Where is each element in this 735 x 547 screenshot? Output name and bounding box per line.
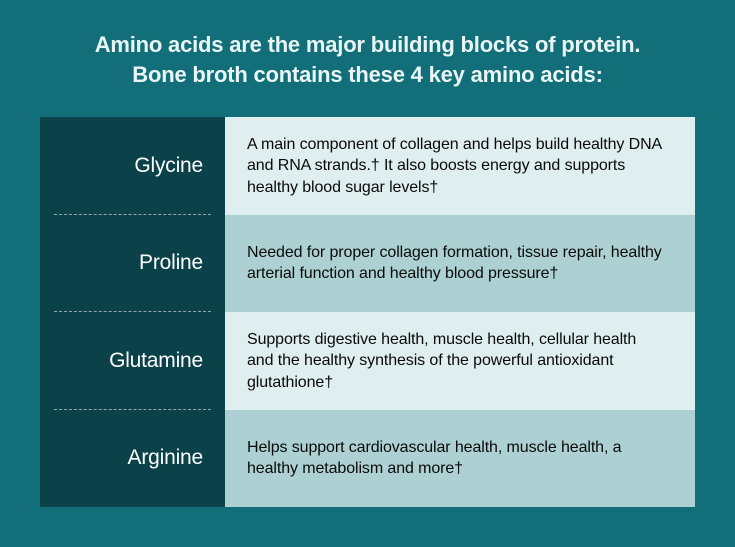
heading-line-2: Bone broth contains these 4 key amino ac… [132, 62, 602, 87]
row-desc-arginine: Helps support cardiovascular health, mus… [225, 410, 695, 507]
description-column: A main component of collagen and helps b… [225, 117, 695, 507]
row-label-glutamine: Glutamine [40, 312, 225, 409]
row-desc-proline: Needed for proper collagen formation, ti… [225, 215, 695, 312]
infographic-container: Amino acids are the major building block… [0, 0, 735, 547]
row-desc-glycine: A main component of collagen and helps b… [225, 117, 695, 214]
heading: Amino acids are the major building block… [60, 30, 675, 89]
row-desc-glutamine: Supports digestive health, muscle health… [225, 312, 695, 409]
heading-line-1: Amino acids are the major building block… [95, 32, 641, 57]
row-label-arginine: Arginine [40, 410, 225, 507]
row-label-glycine: Glycine [40, 117, 225, 214]
amino-acid-table: Glycine Proline Glutamine Arginine A mai… [40, 117, 695, 507]
row-label-proline: Proline [40, 215, 225, 312]
label-column: Glycine Proline Glutamine Arginine [40, 117, 225, 507]
